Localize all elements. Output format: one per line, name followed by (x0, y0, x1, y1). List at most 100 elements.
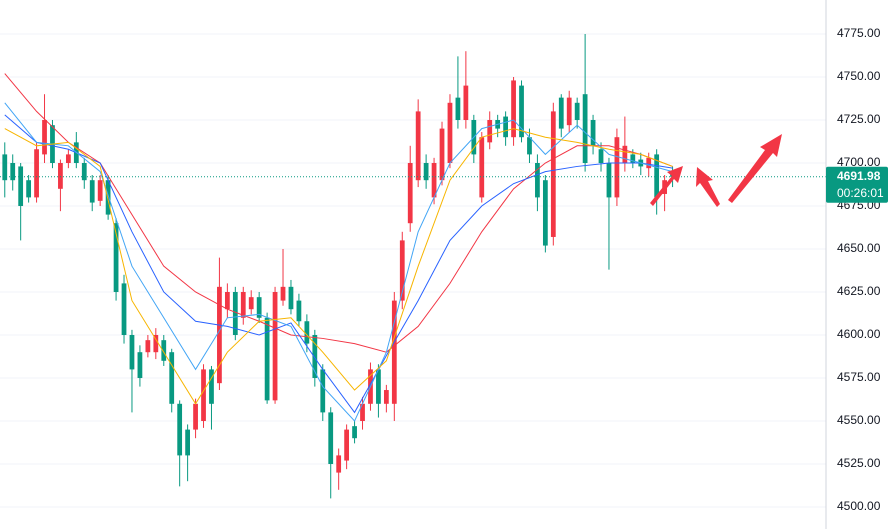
candle-body (527, 137, 532, 155)
candle-body (503, 116, 509, 138)
candle-body (89, 180, 95, 203)
candle-body (217, 286, 222, 384)
candle-body (431, 163, 437, 198)
candle-body (224, 292, 230, 310)
arrow (696, 167, 720, 207)
candle-body (574, 102, 580, 120)
y-tick-label: 4500.00 (837, 499, 881, 513)
candle-body (34, 149, 39, 198)
y-tick-label: 4625.00 (837, 284, 881, 298)
y-tick-label: 4650.00 (837, 241, 881, 255)
candle-body (654, 154, 660, 198)
candle-body (58, 163, 63, 189)
candle-body (614, 137, 620, 198)
candle-body (558, 97, 564, 129)
candle-body (193, 403, 198, 430)
candle-body (296, 300, 302, 322)
candle-body (463, 85, 469, 120)
candle-body (328, 412, 334, 464)
candle-body (81, 163, 87, 181)
candle-body (185, 429, 191, 456)
candle-body (415, 111, 421, 181)
last-price-label: 4691.98 (837, 169, 881, 183)
moving-average-line (4, 73, 673, 353)
annotation-arrows (650, 134, 782, 207)
plot-area (0, 34, 826, 499)
arrow (728, 134, 782, 203)
y-tick-label: 4700.00 (837, 155, 881, 169)
candle-body (352, 426, 357, 439)
candle-body (201, 369, 206, 421)
candle-body (535, 163, 540, 198)
candle-body (320, 369, 326, 413)
moving-average-line (4, 128, 673, 405)
candle-body (264, 317, 270, 401)
candle-body (272, 292, 278, 401)
y-axis: 4500.00 4525.00 4550.00 4575.00 4600.00 4625.… (826, 26, 888, 513)
candle-body (487, 120, 493, 143)
y-tick-label: 4575.00 (837, 370, 881, 384)
candle-body (399, 240, 405, 301)
y-tick-label: 4600.00 (837, 327, 881, 341)
candle-body (177, 403, 183, 456)
y-tick-label: 4775.00 (837, 26, 881, 40)
candle-body (336, 455, 342, 473)
candle-body (26, 180, 32, 198)
candle-body (312, 335, 318, 378)
candle-body (582, 94, 588, 163)
y-tick-label: 4750.00 (837, 69, 881, 83)
candle-body (113, 223, 119, 292)
candle-body (376, 369, 381, 404)
grid (0, 33, 826, 508)
candle-body (18, 166, 24, 206)
candle-body (10, 163, 16, 181)
candle-body (129, 335, 135, 370)
candle-body (161, 340, 167, 361)
candle-body (630, 154, 636, 163)
candle-body (598, 149, 604, 163)
countdown-label: 00:26:01 (837, 186, 884, 200)
candle-body (232, 292, 238, 335)
y-tick-label: 4550.00 (837, 413, 881, 427)
candle-body (169, 352, 175, 404)
candle-body (519, 85, 524, 138)
candle-body (97, 180, 103, 201)
candle-body (511, 80, 516, 138)
candle-body (209, 369, 214, 404)
candle-body (590, 120, 596, 146)
candle-body (566, 97, 572, 126)
arrow (650, 166, 683, 206)
candle-body (288, 286, 294, 310)
candle-body (542, 180, 548, 246)
price-label-box (826, 166, 888, 203)
candle-body (105, 180, 111, 215)
candle-body (447, 102, 453, 163)
candle-body (606, 163, 612, 198)
candle-body (344, 429, 350, 461)
candle-body (391, 300, 397, 404)
candle-body (153, 335, 159, 353)
candle-body (439, 128, 445, 181)
y-tick-label: 4525.00 (837, 456, 881, 470)
candle-body (304, 321, 310, 344)
candle-body (280, 286, 286, 301)
candle-body (248, 297, 254, 310)
candle-body (479, 137, 485, 198)
candle-body (622, 145, 628, 163)
candle-body (256, 297, 262, 318)
candle-body (65, 154, 71, 163)
candle-body (407, 163, 413, 224)
candle-body (145, 340, 151, 353)
candle-body (240, 292, 246, 318)
candle-body (455, 97, 461, 120)
candle-body (360, 403, 365, 421)
candle-body (121, 283, 127, 335)
candle-body (423, 163, 429, 181)
candle-body (646, 157, 652, 169)
candle-body (383, 390, 389, 404)
candle-body (2, 154, 8, 181)
moving-average-line (4, 114, 673, 414)
candle-body (42, 120, 47, 155)
